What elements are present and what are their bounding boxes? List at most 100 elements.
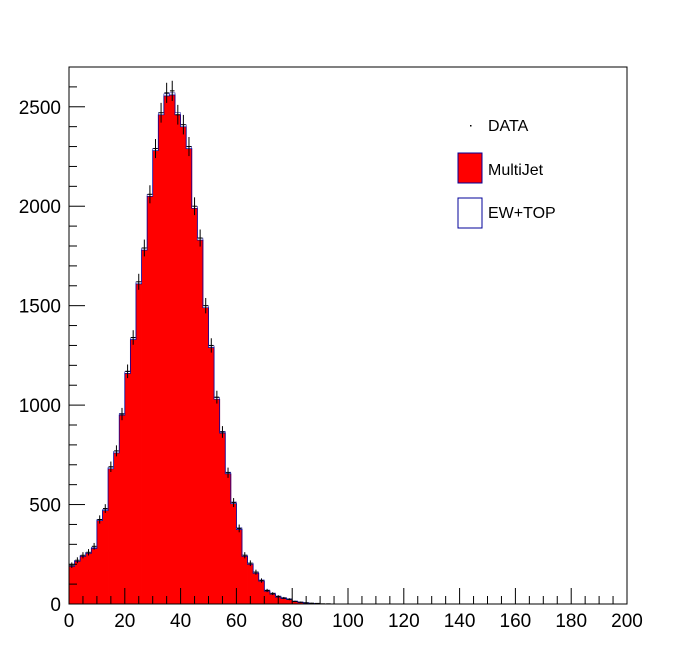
data-point — [102, 504, 108, 513]
data-point — [86, 549, 91, 556]
multijet-bar — [236, 529, 243, 604]
data-point — [125, 364, 130, 379]
x-tick-label: 160 — [500, 611, 532, 632]
data-point — [225, 467, 231, 478]
y-tick-label: 2000 — [19, 197, 61, 218]
x-tick-label: 80 — [282, 611, 303, 632]
multijet-bar — [119, 415, 126, 604]
data-point — [114, 445, 119, 457]
multijet-bar — [113, 452, 120, 604]
y-tick-label: 0 — [50, 595, 61, 616]
multijet-bar — [197, 240, 204, 605]
data-point — [142, 239, 147, 257]
legend-swatch-multijet — [457, 152, 483, 184]
multijet-bar — [91, 548, 98, 604]
multijet-bar — [297, 602, 304, 604]
multijet-bar — [264, 591, 271, 604]
multijet-bar — [230, 503, 237, 604]
data-point — [236, 524, 242, 533]
multijet-bar — [180, 126, 187, 605]
data-point — [91, 542, 97, 550]
legend-entry-ewtop: EW+TOP — [457, 197, 556, 229]
data-point — [136, 273, 142, 290]
x-tick-label: 60 — [226, 611, 247, 632]
multijet-bar — [214, 399, 221, 604]
multijet-bar — [130, 339, 137, 604]
multijet-bar — [186, 148, 193, 605]
data-point — [153, 139, 158, 159]
data-point — [75, 557, 80, 564]
multijet-bar — [175, 114, 181, 604]
multijet-bar — [147, 196, 154, 604]
data-point — [248, 560, 253, 567]
multijet-bar — [281, 598, 288, 604]
multijet-bar — [208, 347, 215, 604]
data-point — [264, 588, 270, 593]
x-tick-label: 20 — [114, 611, 135, 632]
multijet-bar — [292, 601, 299, 604]
legend-entry-data: DATA — [470, 118, 529, 135]
legend-entry-multijet: MultiJet — [457, 152, 544, 184]
data-point — [80, 552, 86, 559]
data-point — [192, 197, 197, 216]
legend: DATA MultiJet EW+TOP — [457, 118, 556, 229]
data-point — [231, 498, 236, 508]
series-layer — [68, 80, 348, 605]
data-point — [309, 602, 315, 604]
data-point — [214, 390, 220, 404]
x-tick-label: 100 — [332, 611, 364, 632]
multijet-bar — [258, 581, 265, 604]
legend-label-data: DATA — [488, 118, 529, 135]
multijet-bar — [241, 556, 248, 604]
data-point — [292, 600, 298, 603]
multijet-bar — [247, 564, 254, 604]
multijet-bar — [85, 553, 92, 604]
multijet-bar — [96, 520, 103, 604]
data-point — [108, 461, 114, 472]
x-tick-label: 40 — [170, 611, 191, 632]
multijet-bar — [169, 94, 176, 604]
data-point — [203, 297, 208, 314]
x-tick-label: 0 — [64, 611, 75, 632]
data-point — [175, 104, 181, 125]
multijet-bar — [219, 432, 226, 604]
x-tick-label: 200 — [611, 611, 643, 632]
data-point — [298, 601, 303, 603]
legend-marker-data — [470, 125, 472, 127]
data-point — [119, 407, 125, 421]
data-point — [209, 338, 214, 353]
data-point — [197, 229, 203, 247]
data-point — [181, 114, 186, 135]
multijet-bar — [202, 307, 209, 604]
data-point — [147, 185, 153, 204]
multijet-bar — [269, 594, 276, 604]
multijet-bar — [225, 473, 232, 604]
multijet-bar — [191, 208, 198, 604]
multijet-bar — [74, 561, 81, 604]
multijet-bar — [163, 95, 170, 604]
y-tick-label: 500 — [29, 496, 61, 517]
legend-swatch-ewtop — [457, 197, 483, 229]
data-point — [259, 578, 264, 583]
x-tick-label: 120 — [388, 611, 420, 632]
legend-label-multijet: MultiJet — [488, 162, 544, 179]
data-point — [270, 592, 275, 596]
multijet-bar — [124, 373, 131, 604]
multijet-bar — [141, 249, 148, 604]
multijet-bar — [69, 566, 75, 604]
multijet-bar — [152, 150, 159, 605]
multijet-bar — [253, 573, 260, 604]
data-point — [130, 330, 136, 345]
data-point — [220, 426, 225, 438]
y-tick-label: 1000 — [19, 396, 61, 417]
data-point — [169, 80, 175, 101]
y-tick-label: 2500 — [19, 98, 61, 119]
multijet-bar — [135, 283, 142, 604]
data-point — [158, 102, 164, 123]
data-point — [164, 82, 169, 103]
data-point — [242, 552, 248, 559]
data-point — [281, 596, 287, 600]
x-tick-label: 140 — [444, 611, 476, 632]
axis-layer: 0 20 40 60 80 100 120 140 160 180 2000500100015002… — [19, 66, 643, 632]
